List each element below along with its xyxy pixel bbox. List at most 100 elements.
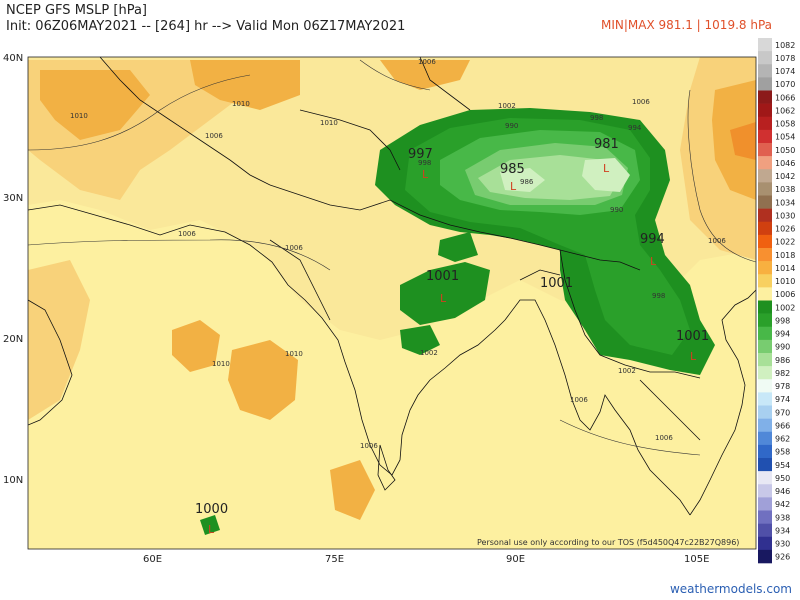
iso-label: 1006 <box>570 396 588 404</box>
lat-label-40n: 40N <box>3 53 23 64</box>
low-label-1001-laos: 1001 <box>676 329 709 344</box>
colorbar-level-label: 1058 <box>775 120 795 129</box>
colorbar-swatch <box>758 90 772 104</box>
site-footer[interactable]: weathermodels.com <box>669 582 792 596</box>
map-frame <box>27 56 757 550</box>
high-1014-north <box>190 60 300 110</box>
iso-label: 1010 <box>320 119 338 127</box>
isobars <box>28 59 756 456</box>
colorbar-level-label: 1054 <box>775 133 795 142</box>
high-1014-sea-2 <box>228 340 298 420</box>
iso-label: 998 <box>652 292 665 300</box>
colorbar-swatch <box>758 497 772 511</box>
colorbar-level-label: 994 <box>775 330 790 339</box>
colorbar-swatch <box>758 261 772 275</box>
high-1014-south <box>330 460 375 520</box>
low-label-994: 994 <box>640 232 665 247</box>
iso-label: 1002 <box>498 102 516 110</box>
colorbar-swatch <box>758 471 772 485</box>
colorbar-swatch <box>758 405 772 419</box>
minmax-readout: MIN|MAX 981.1 | 1019.8 hPa <box>601 18 772 32</box>
low-marker-7: L <box>208 523 215 536</box>
low-marker-2: L <box>510 180 517 193</box>
colorbar-swatch <box>758 379 772 393</box>
iso-label: 998 <box>590 114 603 122</box>
colorbar-level-label: 1038 <box>775 185 795 194</box>
iso-label: 1010 <box>212 360 230 368</box>
colorbar-level-label: 1018 <box>775 251 795 260</box>
colorbar-level-label: 938 <box>775 513 790 522</box>
low-marker-1: L <box>422 168 429 181</box>
colorbar-swatch <box>758 313 772 328</box>
colorbar-swatch <box>758 431 772 446</box>
lon-label-75e: 75E <box>325 554 344 565</box>
iso-label: 990 <box>610 206 623 214</box>
colorbar-swatch <box>758 77 772 91</box>
colorbar-level-label: 1006 <box>775 290 795 299</box>
pressure-colorbar: 1082 1078 1074 1070 1066 1062 1058 1054 1050 1046… <box>758 38 795 564</box>
colorbar-swatch <box>758 195 772 209</box>
colorbar-level-label: 926 <box>775 553 790 562</box>
colorbar-level-label: 1034 <box>775 198 795 207</box>
colorbar-level-label: 950 <box>775 474 790 483</box>
colorbar-swatch <box>758 287 772 301</box>
lat-label-30n: 30N <box>3 193 23 204</box>
colorbar-level-label: 982 <box>775 369 790 378</box>
colorbar-level-label: 970 <box>775 408 790 417</box>
colorbar-swatch <box>758 444 772 459</box>
iso-label: 1006 <box>632 98 650 106</box>
iso-label: 1010 <box>285 350 303 358</box>
colorbar-level-label: 1062 <box>775 106 795 115</box>
colorbar-swatch <box>758 208 772 223</box>
colorbar-level-label: 974 <box>775 395 790 404</box>
colorbar-swatch <box>758 300 772 314</box>
colorbar-level-label: 1002 <box>775 303 795 312</box>
colorbar-level-label: 990 <box>775 343 790 352</box>
colorbar-swatch <box>758 103 772 118</box>
lat-label-20n: 20N <box>3 334 23 345</box>
iso-label: 1006 <box>285 244 303 252</box>
high-1010-west <box>28 260 90 420</box>
low-978-core <box>582 158 630 192</box>
low-marker-6: L <box>690 350 697 363</box>
init-line: Init: 06Z06MAY2021 -- [264] hr --> Valid… <box>6 19 406 34</box>
low-998-india-2 <box>438 232 478 262</box>
colorbar-swatch <box>758 536 772 551</box>
iso-label: 1006 <box>360 442 378 450</box>
high-1014-arabian-sea <box>172 320 220 372</box>
tos-credit: Personal use only according to our TOS (… <box>477 538 739 547</box>
isobar-labels: 1006 1006 1006 1006 1006 1006 1006 1006 … <box>70 58 726 450</box>
iso-label: 1006 <box>655 434 673 442</box>
colorbar-swatch <box>758 248 772 262</box>
colorbar-swatch <box>758 234 772 249</box>
colorbar-level-label: 966 <box>775 421 790 430</box>
low-978-core-west <box>500 168 545 192</box>
colorbar-level-label: 1078 <box>775 54 795 63</box>
low-label-985: 985 <box>500 162 525 177</box>
colorbar-level-label: 1070 <box>775 80 795 89</box>
lon-label-105e: 105E <box>684 554 709 565</box>
high-1014-mid <box>380 60 470 90</box>
colorbar-swatch <box>758 116 772 131</box>
colorbar-swatch <box>758 458 772 472</box>
lat-axis: 40N 30N 20N 10N <box>3 53 23 486</box>
colorbar-swatch <box>758 366 772 380</box>
low-label-1000: 1000 <box>195 502 228 517</box>
colorbar-level-label: 1082 <box>775 41 795 50</box>
iso-label: 1006 <box>708 237 726 245</box>
colorbar-level-label: 978 <box>775 382 790 391</box>
map-header: NCEP GFS MSLP [hPa] Init: 06Z06MAY2021 -… <box>6 3 405 35</box>
low-marker-4: L <box>650 255 657 268</box>
colorbar-swatch <box>758 326 772 341</box>
low-label-1001-india: 1001 <box>426 269 459 284</box>
lat-label-10n: 10N <box>3 475 23 486</box>
colorbar-level-label: 1074 <box>775 67 795 76</box>
map-field <box>28 57 756 549</box>
colorbar-swatch <box>758 392 772 406</box>
low-998-arabian <box>200 515 220 535</box>
colorbar-level-label: 1066 <box>775 93 795 102</box>
iso-label: 998 <box>418 159 431 167</box>
iso-label: 1006 <box>418 58 436 66</box>
colorbar-swatch <box>758 523 772 538</box>
